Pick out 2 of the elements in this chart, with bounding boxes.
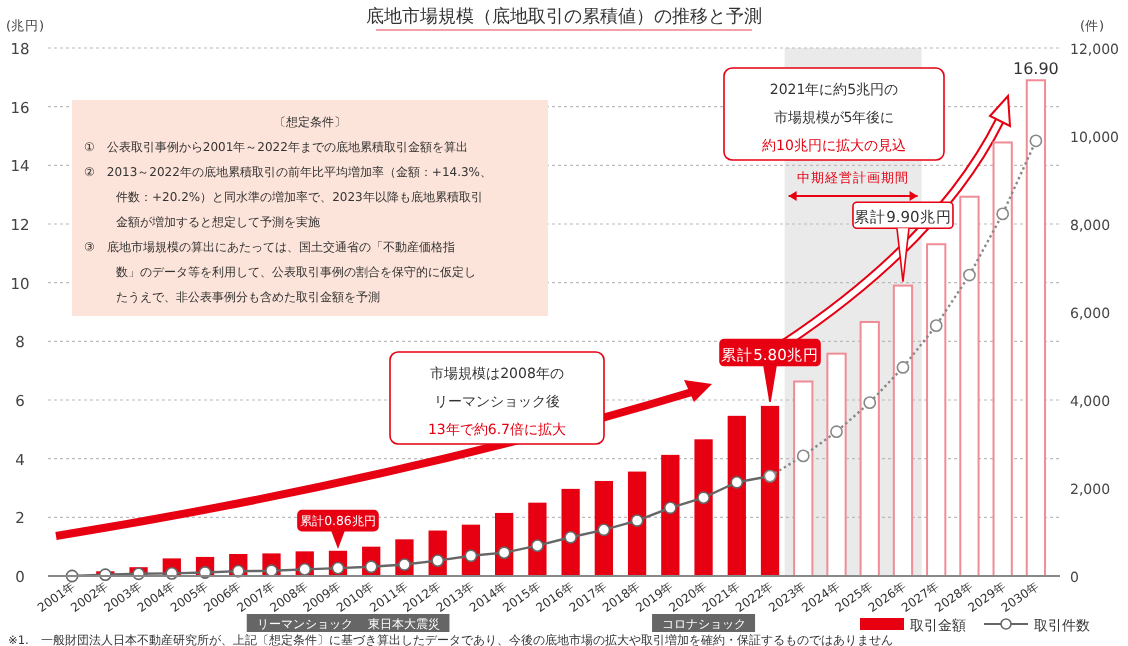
data-label: 16.90 bbox=[1013, 60, 1059, 79]
chart-title: 底地市場規模（底地取引の累積値）の推移と予測 bbox=[366, 6, 762, 28]
